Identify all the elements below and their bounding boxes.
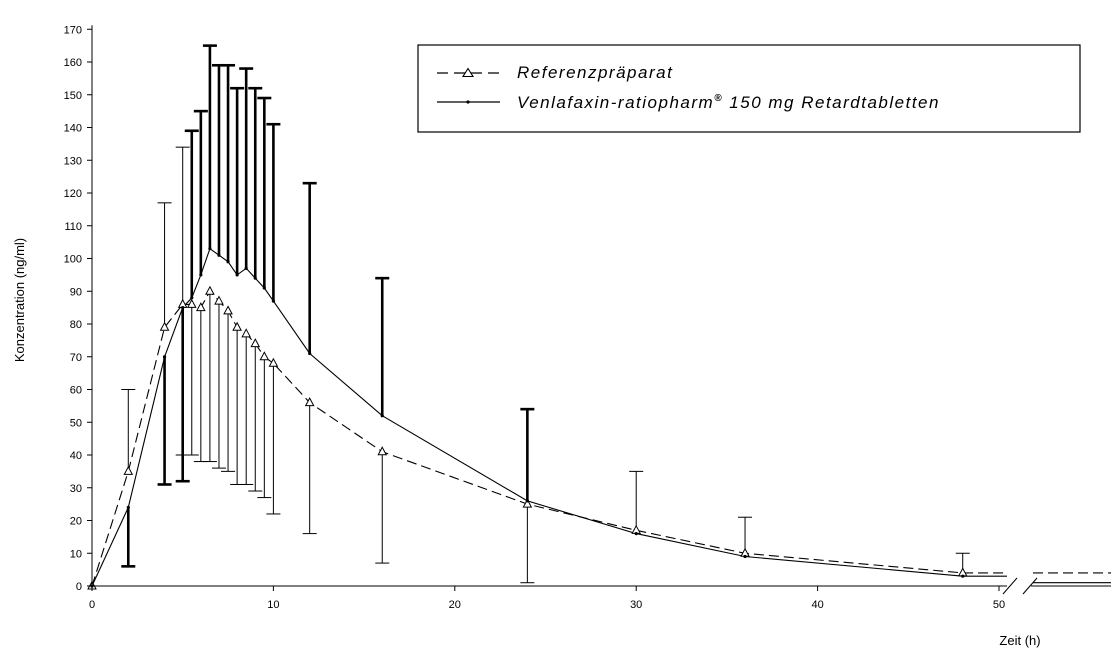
y-tick-label: 100 xyxy=(64,254,82,266)
plot-area xyxy=(87,44,1111,590)
test-point xyxy=(525,499,529,503)
legend-box xyxy=(417,44,1081,133)
x-tick-label: 10 xyxy=(267,599,279,611)
x-tick-label: 20 xyxy=(449,599,461,611)
ref-point xyxy=(304,397,315,407)
y-tick-label: 40 xyxy=(70,450,82,462)
legend-test-label-sup: ® xyxy=(714,93,723,104)
ref-point xyxy=(522,498,533,508)
y-tick-label: 90 xyxy=(70,286,82,298)
test-point xyxy=(217,253,221,257)
legend-triangle-marker xyxy=(462,67,474,78)
y-tick-label: 130 xyxy=(64,155,82,167)
ref-point xyxy=(250,338,261,348)
ref-point xyxy=(186,298,197,308)
ref-point xyxy=(259,351,270,361)
test-point xyxy=(308,351,312,356)
legend-test-label: Venlafaxin-ratiopharm® 150 mg Retardtabl… xyxy=(517,93,940,112)
x-axis-title: Zeit (h) xyxy=(999,633,1040,648)
y-tick-label: 170 xyxy=(64,24,82,36)
test-point xyxy=(190,296,194,300)
y-tick-label: 30 xyxy=(70,483,82,495)
test-point xyxy=(961,574,965,578)
test-point xyxy=(244,266,248,270)
test-point xyxy=(262,286,266,290)
test-point xyxy=(208,247,212,251)
test-point xyxy=(181,306,185,310)
test-point xyxy=(235,273,239,277)
ref-point xyxy=(232,321,242,331)
y-tick-label: 20 xyxy=(70,516,82,528)
test-point xyxy=(253,276,257,280)
y-axis-title: Konzentration (ng/ml) xyxy=(12,238,27,362)
y-tick-label: 70 xyxy=(70,352,82,364)
test-point xyxy=(199,273,203,277)
test-point xyxy=(226,260,230,264)
y-tick-label: 150 xyxy=(64,90,82,102)
y-tick-label: 10 xyxy=(70,548,82,560)
y-tick-label: 60 xyxy=(70,385,82,397)
ref-point xyxy=(241,328,252,338)
y-tick-label: 140 xyxy=(64,123,82,135)
x-tick-label: 0 xyxy=(89,599,95,611)
legend-item-test: Venlafaxin-ratiopharm® 150 mg Retardtabl… xyxy=(437,93,940,112)
y-tick-label: 0 xyxy=(76,581,82,593)
test-point xyxy=(162,355,167,359)
ref-point xyxy=(223,305,233,315)
y-tick-label: 50 xyxy=(70,417,82,429)
test-point xyxy=(271,299,275,303)
test-point xyxy=(126,505,130,509)
y-tick-label: 110 xyxy=(64,221,82,233)
legend-dot-marker xyxy=(466,100,470,104)
x-tick-label: 30 xyxy=(630,599,642,611)
ref-point xyxy=(377,446,388,456)
legend-item-reference: Referenzpräparat xyxy=(437,63,673,82)
ref-point xyxy=(196,302,206,312)
legend-test-label-rest: 150 mg Retardtabletten xyxy=(723,93,940,112)
ref-point xyxy=(123,465,134,475)
legend: Referenzpräparat Venlafaxin-ratiopharm® … xyxy=(417,44,1081,133)
y-tick-label: 80 xyxy=(70,319,82,331)
test-series-line xyxy=(91,247,1111,587)
x-tick-label: 40 xyxy=(811,599,823,611)
test-point xyxy=(634,532,638,536)
legend-test-label-main: Venlafaxin-ratiopharm xyxy=(517,93,714,112)
test-point xyxy=(380,414,384,418)
legend-reference-label: Referenzpräparat xyxy=(517,63,673,82)
ref-point xyxy=(214,295,224,305)
ref-point xyxy=(268,357,279,367)
ref-point xyxy=(205,285,215,295)
ref-point xyxy=(159,321,170,331)
y-tick-label: 120 xyxy=(64,188,82,200)
test-point xyxy=(743,554,747,559)
y-tick-label: 160 xyxy=(64,57,82,69)
axis-break-mark xyxy=(1022,577,1038,595)
axis-break-mark xyxy=(1002,577,1018,595)
axes: 0102030405060708090100110120130140150160… xyxy=(64,24,1111,611)
x-tick-label: 50 xyxy=(993,599,1005,611)
